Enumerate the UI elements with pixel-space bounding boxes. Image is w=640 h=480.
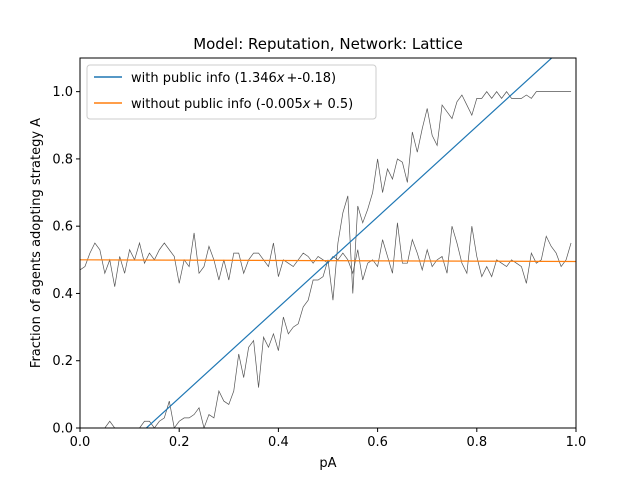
y-axis-label: Fraction of agents adopting strategy A	[29, 118, 44, 368]
y-tick-label: 0.6	[52, 220, 73, 235]
fit-line-with-public-info	[145, 58, 553, 428]
x-axis-label: pA	[319, 456, 336, 471]
y-tick-label: 0.2	[52, 354, 73, 369]
x-tick-label: 0.6	[367, 435, 388, 450]
chart-title: Model: Reputation, Network: Lattice	[193, 35, 463, 53]
legend-label-with-public-info: with public info (1.346x +-0.18)	[131, 71, 336, 86]
fit-line-without-public-info	[80, 259, 576, 263]
legend-label-without-public-info: without public info (-0.005x + 0.5)	[131, 97, 353, 112]
y-tick-label: 0.4	[52, 287, 73, 302]
raw-data-line-0	[80, 91, 572, 428]
x-tick-label: 1.0	[566, 435, 587, 450]
legend: with public info (1.346x +-0.18) without …	[86, 64, 377, 120]
legend-box	[86, 64, 377, 120]
raw-data-line-1	[80, 222, 572, 287]
x-tick-label: 0.0	[70, 435, 91, 450]
plot-area	[80, 58, 576, 428]
axis-ticks: 0.0 0.2 0.4 0.6 0.8 1.0 0.0 0.2 0.4 0.6 0.8 1.0	[52, 85, 586, 450]
x-tick-label: 0.2	[169, 435, 190, 450]
x-tick-label: 0.8	[466, 435, 487, 450]
plot-frame	[79, 57, 577, 429]
x-tick-label: 0.4	[268, 435, 289, 450]
y-tick-label: 0.0	[52, 422, 73, 437]
y-tick-label: 1.0	[52, 85, 73, 100]
y-tick-label: 0.8	[52, 152, 73, 167]
